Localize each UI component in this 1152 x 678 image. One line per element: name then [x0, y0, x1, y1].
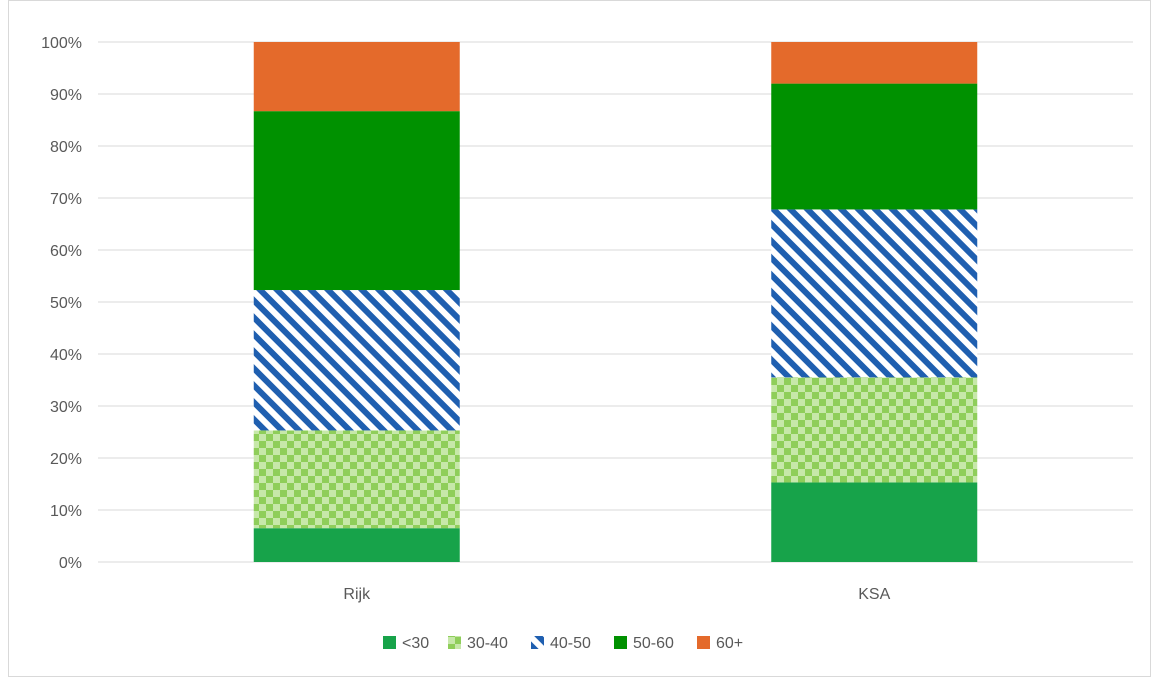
y-tick-label: 20% — [50, 451, 82, 468]
y-tick-label: 10% — [50, 503, 82, 520]
legend-label: <30 — [402, 635, 429, 652]
y-tick-label: 60% — [50, 243, 82, 260]
category-label: KSA — [858, 586, 890, 603]
bar-segment — [253, 290, 460, 431]
legend-swatch — [448, 636, 461, 649]
bar-segment — [253, 111, 460, 291]
y-tick-label: 100% — [41, 35, 82, 52]
legend-label: 50-60 — [633, 635, 674, 652]
y-tick-label: 80% — [50, 139, 82, 156]
bar-segment — [253, 430, 460, 529]
bar-segment — [771, 42, 978, 84]
legend-swatch — [697, 636, 710, 649]
bar-segment — [253, 42, 460, 112]
legend-swatch — [531, 636, 544, 649]
bars — [253, 42, 978, 562]
category-labels: Rijk KSA — [343, 586, 890, 603]
legend: <30 30-40 40-50 50-60 60+ — [383, 635, 743, 652]
bar-segment — [253, 528, 460, 562]
y-tick-label: 40% — [50, 347, 82, 364]
y-tick-labels: 0% 10% 20% 30% 40% 50% 60% 70% 80% 90% 100% — [41, 35, 82, 572]
y-tick-label: 90% — [50, 87, 82, 104]
y-tick-label: 0% — [59, 555, 82, 572]
y-tick-label: 50% — [50, 295, 82, 312]
y-tick-label: 30% — [50, 399, 82, 416]
category-label: Rijk — [343, 586, 371, 603]
legend-label: 30-40 — [467, 635, 508, 652]
bar-segment — [771, 209, 978, 378]
bar-segment — [771, 83, 978, 210]
y-tick-label: 70% — [50, 191, 82, 208]
legend-label: 40-50 — [550, 635, 591, 652]
legend-swatch — [383, 636, 396, 649]
grid-lines — [98, 41, 1133, 563]
legend-label: 60+ — [716, 635, 743, 652]
bar-segment — [771, 377, 978, 483]
legend-swatch — [614, 636, 627, 649]
bar-segment — [771, 482, 978, 562]
